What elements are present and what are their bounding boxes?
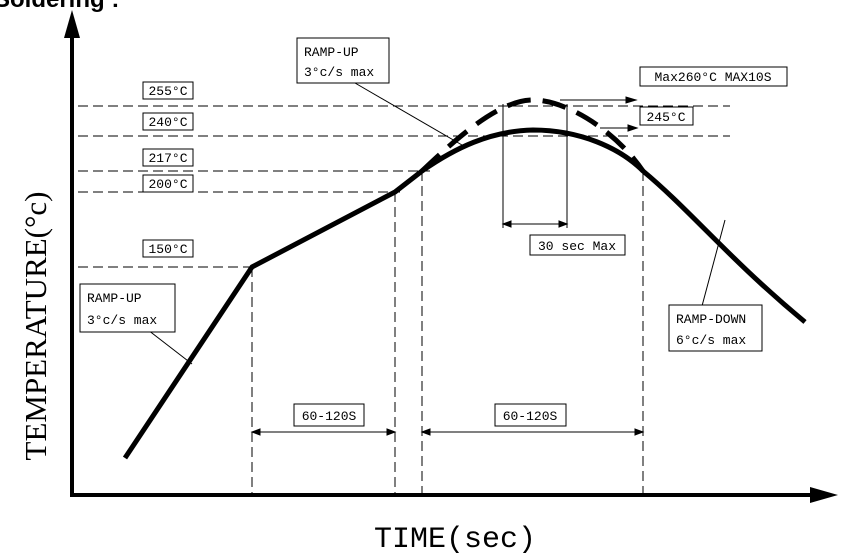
label-200: 200°C (148, 177, 187, 192)
ramp-up-bottom-line2: 3°c/s max (87, 313, 157, 328)
reflow-dim-arrow-right (634, 428, 645, 436)
label-150: 150°C (148, 242, 187, 257)
ramp-up-top-line2: 3°c/s max (304, 65, 374, 80)
peak-245-label: 245°C (646, 110, 685, 125)
ramp-up-bottom-leader (147, 329, 193, 365)
reflow-duration-label: 60-120S (503, 409, 558, 424)
ramp-up-bottom-box (79, 283, 176, 333)
y-axis-arrow (64, 10, 80, 38)
peak-245-box (639, 106, 694, 126)
ramp-down-leader (701, 219, 726, 307)
label-150-box (142, 239, 194, 258)
ramp-up-top-leader (354, 82, 463, 146)
peak-hold-box (529, 234, 626, 256)
ramp-up-top-line1: RAMP-UP (304, 45, 359, 60)
page-title: Soldering : (0, 0, 119, 14)
preheat-dim-arrow-right (386, 428, 397, 436)
ramp-up-top-box (296, 37, 390, 84)
ramp-up-bottom-line1: RAMP-UP (87, 291, 142, 306)
ramp-down-box (668, 304, 763, 352)
peak-max-arrow-head (625, 96, 638, 104)
peak-max-box (639, 66, 788, 87)
preheat-dim-arrow-left (250, 428, 261, 436)
peak-245-arrow-head (627, 124, 639, 132)
label-217-box (142, 148, 194, 167)
label-255-box (142, 81, 194, 100)
profile-curve-solid (122, 127, 807, 460)
ramp-down-line2: 6°c/s max (676, 333, 746, 348)
preheat-duration-box (293, 403, 365, 427)
peak-max-label: Max260°C MAX10S (654, 70, 771, 85)
peak-dim-arrow-left (501, 220, 512, 228)
y-axis-label: TEMPERATURE(°c) (18, 191, 53, 461)
profile-curve-dashed (420, 97, 646, 173)
label-240-box (142, 112, 194, 131)
reflow-dim-arrow-left (420, 428, 431, 436)
x-axis-label: TIME(sec) (373, 523, 537, 557)
label-217: 217°C (148, 151, 187, 166)
reflow-duration-box (494, 403, 567, 427)
ramp-down-line1: RAMP-DOWN (676, 312, 746, 327)
preheat-duration-label: 60-120S (302, 409, 357, 424)
x-axis-arrow (810, 487, 838, 503)
label-200-box (142, 174, 194, 193)
peak-hold-label: 30 sec Max (538, 239, 616, 254)
label-240: 240°C (148, 115, 187, 130)
label-255: 255°C (148, 84, 187, 99)
peak-dim-arrow-right (558, 220, 569, 228)
